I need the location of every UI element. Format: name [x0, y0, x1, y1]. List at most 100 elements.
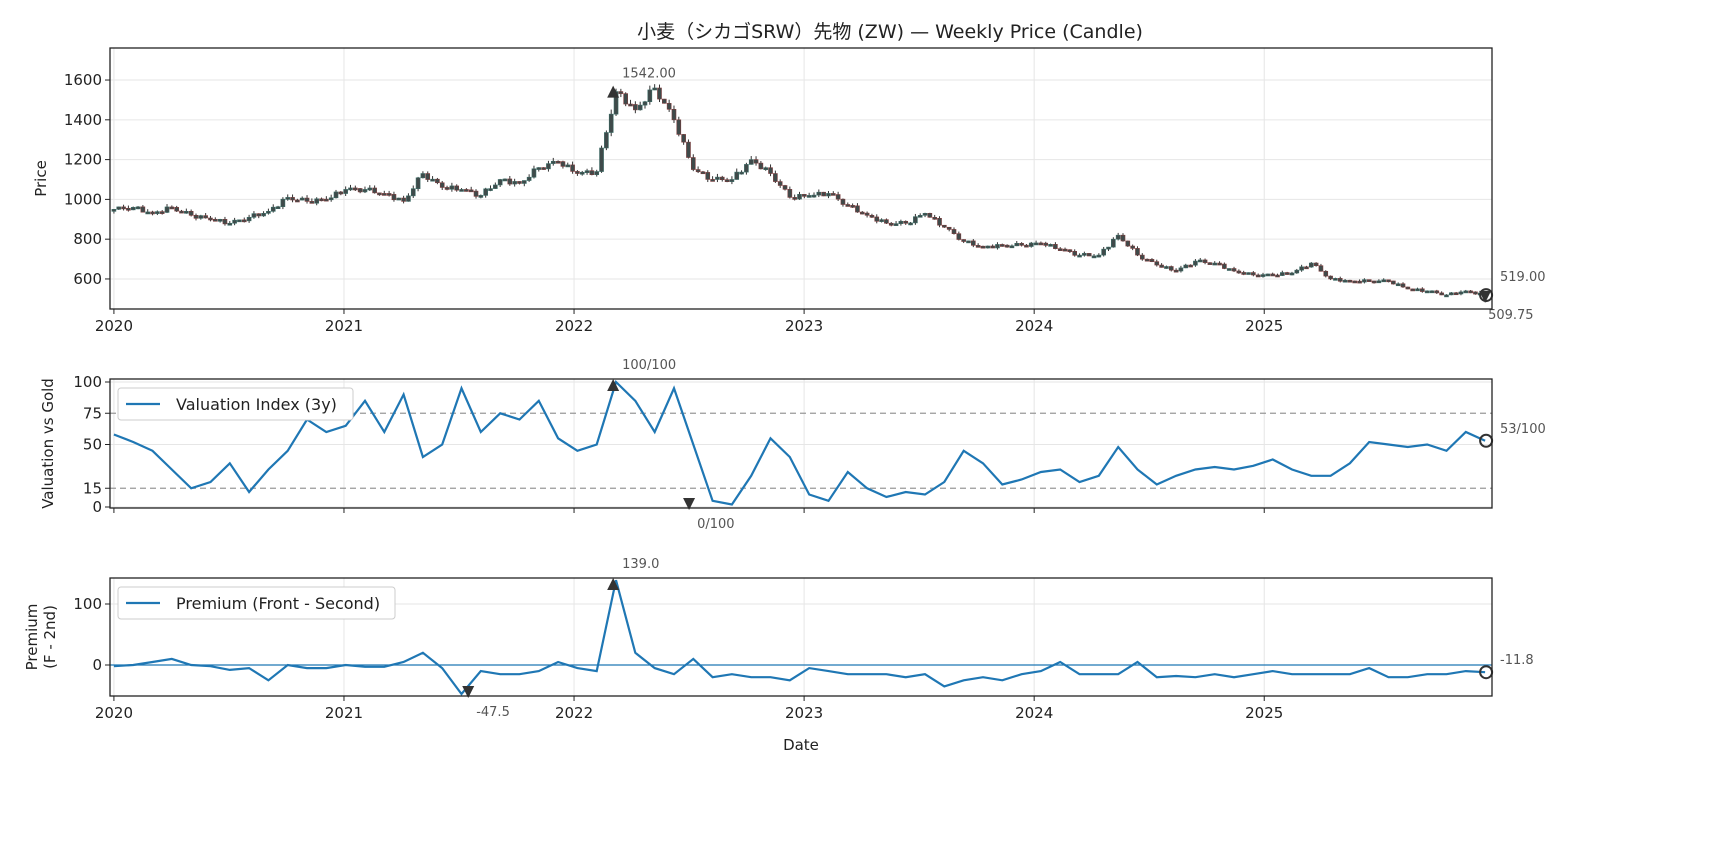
candle — [1202, 259, 1208, 263]
candle — [256, 213, 262, 217]
x-tick-label: 2022 — [555, 317, 593, 335]
x-tick-label: 2023 — [785, 317, 823, 335]
candle — [270, 206, 276, 212]
legend-label: Valuation Index (3y) — [176, 395, 337, 414]
candle — [1111, 238, 1116, 248]
panel-price: 2020 2021 2022 2023 2024 2025 600 800 1000 1200 14… — [32, 47, 1546, 335]
down-arrow-icon — [1479, 290, 1492, 303]
candle — [1337, 278, 1343, 282]
candle — [1231, 268, 1237, 272]
y-tick-label: 800 — [73, 230, 102, 248]
candle — [811, 194, 817, 198]
candle — [348, 187, 353, 191]
candle — [1178, 267, 1184, 272]
candle — [570, 164, 575, 172]
candle — [1038, 242, 1044, 246]
candle — [179, 210, 184, 214]
candle — [439, 182, 445, 188]
valuation-series-line — [113, 379, 1486, 506]
candle — [898, 220, 904, 224]
candle — [526, 176, 532, 181]
candle — [913, 216, 918, 224]
candle — [637, 104, 643, 111]
y-tick-label: 0 — [92, 498, 102, 516]
x-tick-label: 2021 — [325, 317, 363, 335]
y-axis-label: Premium — [23, 604, 41, 671]
candle — [126, 207, 131, 211]
y-tick-label: 600 — [73, 270, 102, 288]
candle — [1188, 264, 1193, 268]
candle — [1357, 280, 1362, 284]
candle — [575, 171, 580, 174]
candle — [985, 245, 991, 249]
candle — [121, 206, 126, 210]
panel-valuation: 015 50 75 100 Valuation vs Gold Valuation Ind… — [39, 358, 1546, 532]
candle — [324, 198, 329, 202]
candle — [1366, 279, 1372, 282]
candle — [1347, 279, 1353, 283]
x-tick-label: 2020 — [95, 317, 133, 335]
candle — [999, 244, 1005, 247]
candle — [666, 103, 672, 110]
candle — [753, 159, 759, 164]
annotation-label: 100/100 — [622, 358, 676, 373]
candle — [1400, 283, 1406, 288]
candle — [662, 98, 667, 104]
candle — [1352, 280, 1358, 284]
candle — [502, 178, 508, 182]
candle — [555, 160, 561, 164]
candle — [1086, 253, 1092, 257]
candle — [589, 170, 595, 175]
candle — [879, 219, 884, 222]
candle — [787, 189, 793, 198]
annotation-label: -47.5 — [476, 705, 510, 720]
candle — [1468, 290, 1473, 294]
candle — [1449, 292, 1454, 296]
candle — [536, 167, 542, 170]
candle — [217, 218, 223, 222]
candle — [1251, 272, 1256, 276]
candle — [1246, 272, 1251, 275]
candle — [869, 215, 875, 218]
axes-frame — [109, 577, 1493, 697]
candle — [642, 101, 648, 106]
candle — [652, 87, 657, 91]
candle — [483, 188, 488, 196]
candle — [579, 171, 585, 175]
candle — [922, 213, 928, 216]
y-tick-label: 15 — [83, 479, 102, 497]
candle — [1391, 280, 1396, 285]
axes-frame — [109, 378, 1493, 509]
candle — [1048, 244, 1053, 247]
candle — [1053, 244, 1058, 249]
candle — [995, 244, 1000, 249]
candle — [1265, 273, 1271, 277]
candle — [377, 192, 382, 196]
candle — [1308, 262, 1314, 268]
candle — [1289, 272, 1295, 276]
candle — [1164, 266, 1169, 269]
candle — [777, 181, 783, 186]
candle — [1463, 290, 1469, 294]
candle — [241, 219, 247, 223]
candle — [1304, 266, 1309, 270]
candle — [1212, 262, 1218, 266]
candle — [1458, 291, 1464, 295]
up-arrow-icon — [607, 85, 620, 98]
candle — [1028, 242, 1034, 247]
candle — [806, 195, 812, 198]
candle — [850, 205, 855, 208]
candle — [386, 193, 392, 196]
candle — [903, 220, 909, 224]
premium-series-line — [113, 579, 1486, 696]
y-axis-label-2: (F - 2nd) — [41, 605, 59, 669]
candle — [512, 181, 517, 185]
candle — [1067, 249, 1073, 252]
candle — [623, 93, 628, 105]
candle — [1043, 242, 1049, 246]
candle — [550, 160, 556, 164]
candle — [1395, 283, 1401, 287]
candle — [710, 179, 715, 182]
candle — [1236, 270, 1242, 274]
candle — [541, 167, 546, 170]
